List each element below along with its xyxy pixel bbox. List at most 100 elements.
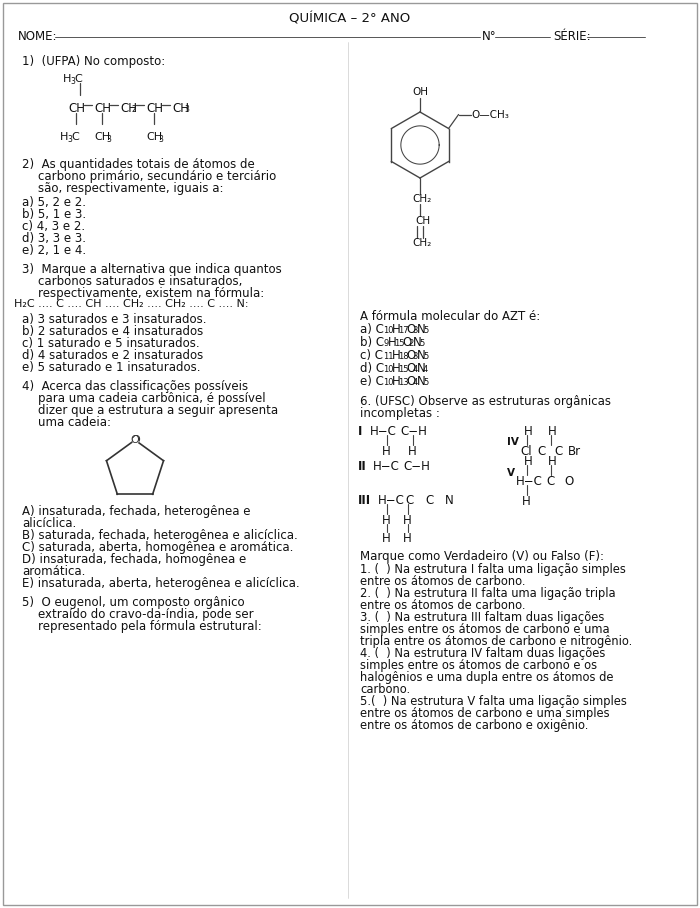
Text: OH: OH [412,87,428,97]
Text: C: C [74,74,82,84]
Text: IV: IV [507,437,519,447]
Text: A) insaturada, fechada, heterogênea e: A) insaturada, fechada, heterogênea e [22,505,251,518]
Text: O: O [407,323,416,336]
Text: E) insaturada, aberta, heterogênea e alicíclica.: E) insaturada, aberta, heterogênea e ali… [22,577,300,590]
Text: Cl: Cl [520,445,531,458]
Text: CH: CH [172,102,189,115]
Text: b) C: b) C [360,336,384,349]
Text: 3: 3 [412,352,418,361]
Text: H−C: H−C [370,425,397,438]
Text: O—CH₃: O—CH₃ [472,110,510,120]
Text: 5.(  ) Na estrutura V falta uma ligação simples: 5.( ) Na estrutura V falta uma ligação s… [360,695,627,708]
Text: 18: 18 [398,352,409,361]
Text: CH₂: CH₂ [412,238,431,248]
Text: entre os átomos de carbono.: entre os átomos de carbono. [360,599,526,612]
Text: CH: CH [120,102,137,115]
Text: H−C: H−C [378,494,405,507]
Text: C: C [546,475,554,488]
Text: H: H [548,455,556,468]
Text: e) C: e) C [360,375,384,388]
Text: O: O [564,475,573,488]
Text: 2: 2 [408,339,414,348]
Text: tripla entre os átomos de carbono e nitrogênio.: tripla entre os átomos de carbono e nitr… [360,635,632,648]
Text: 4: 4 [412,378,418,387]
Text: a) 5, 2 e 2.: a) 5, 2 e 2. [22,196,86,209]
Text: CH₂: CH₂ [412,194,431,204]
Text: aromática.: aromática. [22,565,85,578]
Text: para uma cadeia carbônica, é possível: para uma cadeia carbônica, é possível [38,392,265,405]
Text: O: O [407,375,416,388]
Text: C−H: C−H [403,460,430,473]
Text: Marque como Verdadeiro (V) ou Falso (F):: Marque como Verdadeiro (V) ou Falso (F): [360,550,604,563]
Text: H: H [388,336,397,349]
Text: d) 4 saturados e 2 insaturados: d) 4 saturados e 2 insaturados [22,349,203,362]
Text: 10: 10 [383,326,393,335]
Text: H−C: H−C [373,460,400,473]
Text: V: V [507,468,515,478]
Text: SÉRIE:: SÉRIE: [553,30,591,43]
Text: respectivamente, existem na fórmula:: respectivamente, existem na fórmula: [38,287,265,300]
Text: 5: 5 [423,352,428,361]
Text: O: O [132,435,141,445]
Text: extraído do cravo-da-índia, pode ser: extraído do cravo-da-índia, pode ser [38,608,253,621]
Text: 3: 3 [184,105,189,114]
Text: H: H [524,455,533,468]
Text: 5)  O eugenol, um composto orgânico: 5) O eugenol, um composto orgânico [22,596,244,609]
Text: O: O [402,336,412,349]
Text: III: III [358,494,371,507]
Text: H: H [382,532,391,545]
Text: 2: 2 [132,105,137,114]
Text: H: H [403,514,412,527]
Text: 3: 3 [106,135,111,144]
Text: 9: 9 [383,339,389,348]
Text: H: H [392,375,401,388]
Text: 10: 10 [383,365,393,374]
Text: entre os átomos de carbono.: entre os átomos de carbono. [360,575,526,588]
Text: b) 2 saturados e 4 insaturados: b) 2 saturados e 4 insaturados [22,325,203,338]
Text: B) saturada, fechada, heterogênea e alicíclica.: B) saturada, fechada, heterogênea e alic… [22,529,298,542]
Text: A fórmula molecular do AZT é:: A fórmula molecular do AZT é: [360,310,540,323]
Text: e) 2, 1 e 4.: e) 2, 1 e 4. [22,244,86,257]
Text: halogênios e uma dupla entre os átomos de: halogênios e uma dupla entre os átomos d… [360,671,613,684]
Text: 4: 4 [412,365,418,374]
Text: CH: CH [94,132,110,142]
Text: 3: 3 [158,135,163,144]
Text: alicíclica.: alicíclica. [22,517,76,530]
Text: N: N [417,349,426,362]
Text: H: H [392,362,401,375]
Text: 3: 3 [67,135,72,144]
Text: 4)  Acerca das classificações possíveis: 4) Acerca das classificações possíveis [22,380,248,393]
Text: N: N [413,336,422,349]
Text: 1)  (UFPA) No composto:: 1) (UFPA) No composto: [22,55,165,68]
Text: H: H [408,445,416,458]
Text: N: N [417,362,426,375]
Text: a) C: a) C [360,323,384,336]
Text: CH: CH [146,132,162,142]
Text: O: O [131,435,139,445]
Text: a) 3 saturados e 3 insaturados.: a) 3 saturados e 3 insaturados. [22,313,206,326]
Text: 5: 5 [423,326,428,335]
Text: 4. (  ) Na estrutura IV faltam duas ligações: 4. ( ) Na estrutura IV faltam duas ligaç… [360,647,606,660]
Text: H: H [522,495,531,508]
Text: representado pela fórmula estrutural:: representado pela fórmula estrutural: [38,620,262,633]
Text: NOME:: NOME: [18,30,57,43]
Text: CH: CH [146,102,163,115]
Text: QUÍMICA – 2° ANO: QUÍMICA – 2° ANO [289,13,411,26]
Text: simples entre os átomos de carbono e uma: simples entre os átomos de carbono e uma [360,623,610,636]
Text: N: N [445,494,454,507]
Text: b) 5, 1 e 3.: b) 5, 1 e 3. [22,208,86,221]
Text: 3: 3 [412,326,418,335]
Text: 10: 10 [383,378,393,387]
Text: 2. (  ) Na estrutura II falta uma ligação tripla: 2. ( ) Na estrutura II falta uma ligação… [360,587,615,600]
Text: CH: CH [94,102,111,115]
Text: carbono.: carbono. [360,683,410,696]
Text: O: O [407,362,416,375]
Text: 3. (  ) Na estrutura III faltam duas ligações: 3. ( ) Na estrutura III faltam duas liga… [360,611,604,624]
Text: D) insaturada, fechada, homogênea e: D) insaturada, fechada, homogênea e [22,553,246,566]
Text: Br: Br [568,445,581,458]
Text: 13: 13 [398,378,409,387]
Text: c) 4, 3 e 2.: c) 4, 3 e 2. [22,220,85,233]
Text: 11: 11 [383,352,393,361]
Text: H₂C .... C .... CH .... CH₂ .... CH₂ .... C .... N:: H₂C .... C .... CH .... CH₂ .... CH₂ ...… [14,299,248,309]
Text: 5: 5 [419,339,424,348]
